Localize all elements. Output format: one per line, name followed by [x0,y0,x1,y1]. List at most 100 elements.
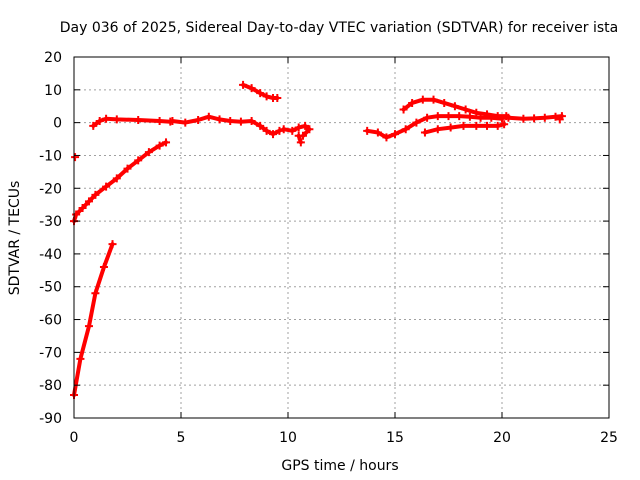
data-point [71,153,80,162]
y-tick-label: -30 [39,214,62,230]
data-point [504,113,513,122]
series-high-arc [239,80,282,103]
data-point [84,322,93,331]
series-tail-extra [555,115,564,124]
data-point [391,130,399,139]
data-point [420,128,429,137]
data-point [91,190,100,199]
data-point [455,112,464,121]
data-point [461,105,470,114]
x-tick-label: 10 [279,430,297,446]
data-point [493,121,502,130]
data-point [134,116,143,125]
data-point [472,121,481,130]
data-point [144,148,153,157]
data-point [262,126,271,135]
data-point [155,141,164,150]
data-point [168,116,177,125]
data-point [305,125,314,134]
y-axis-label: SDTVAR / TECUs [7,181,23,296]
data-point [102,182,111,191]
data-point [91,289,100,298]
series-lower-arc [420,120,509,137]
data-point [446,123,455,132]
data-point [72,210,81,219]
y-tick-label: -20 [39,181,62,197]
data-point [155,116,164,125]
data-point [84,197,93,206]
axis-ticks [73,56,610,419]
data-series-layer [70,80,566,400]
x-axis-label: GPS time / hours [281,458,398,474]
series-line [72,242,115,397]
data-point [99,263,108,272]
data-point [483,121,492,130]
x-tick-labels: 0 5 10 15 20 25 [70,430,618,446]
data-point [444,112,453,121]
data-point [239,80,248,89]
x-tick-label: 5 [177,430,186,446]
y-tick-label: -60 [39,313,62,329]
series-line [72,140,168,224]
data-point [294,123,303,132]
data-point [450,102,459,111]
data-point [256,121,265,130]
data-point [215,115,224,124]
data-point [279,125,288,134]
data-point [294,131,303,140]
data-point [89,121,98,130]
data-point [401,125,410,134]
chart-title: Day 036 of 2025, Sidereal Day-to-day VTE… [60,20,618,36]
series-drop-near-10 [294,131,305,147]
data-point [181,118,190,127]
data-point [269,130,278,139]
x-tick-label: 20 [493,430,511,446]
data-point [555,115,564,124]
data-point [399,105,408,114]
data-point [247,116,256,125]
data-point [236,117,245,126]
data-point [288,126,297,135]
data-point [112,174,121,183]
data-point [500,120,509,129]
series-isolated [71,153,80,162]
data-point [256,89,265,98]
plot-frame [73,56,610,419]
y-tick-label: -50 [39,280,62,296]
series-curve-rise [70,138,171,226]
series-main-10-11 [279,121,314,140]
data-point [301,121,310,130]
data-point [493,112,502,121]
data-point [459,121,468,130]
data-point [440,98,449,107]
data-point [76,354,85,363]
y-tick-label: -10 [39,148,62,164]
x-tick-label: 0 [70,430,79,446]
data-point [162,138,171,147]
x-tick-label: 15 [386,430,404,446]
data-point [519,114,528,123]
data-point [226,116,235,125]
data-point [429,95,438,104]
data-point [408,98,417,107]
data-point [472,108,481,117]
x-tick-label: 25 [600,430,618,446]
data-point [540,113,549,122]
data-point [273,94,282,103]
data-point [423,113,432,122]
data-point [382,133,391,142]
y-tick-label: -90 [39,411,62,427]
data-point [112,115,121,124]
grid-lines [74,57,609,418]
data-point [123,164,132,173]
y-tick-label: -80 [39,378,62,394]
data-point [296,138,305,147]
data-point [134,156,143,165]
data-point [465,112,474,121]
y-tick-label: 20 [44,50,62,66]
data-point [530,114,539,123]
data-point [102,114,111,123]
data-point [412,118,421,127]
data-point [247,84,256,93]
y-tick-label: 10 [44,83,62,99]
